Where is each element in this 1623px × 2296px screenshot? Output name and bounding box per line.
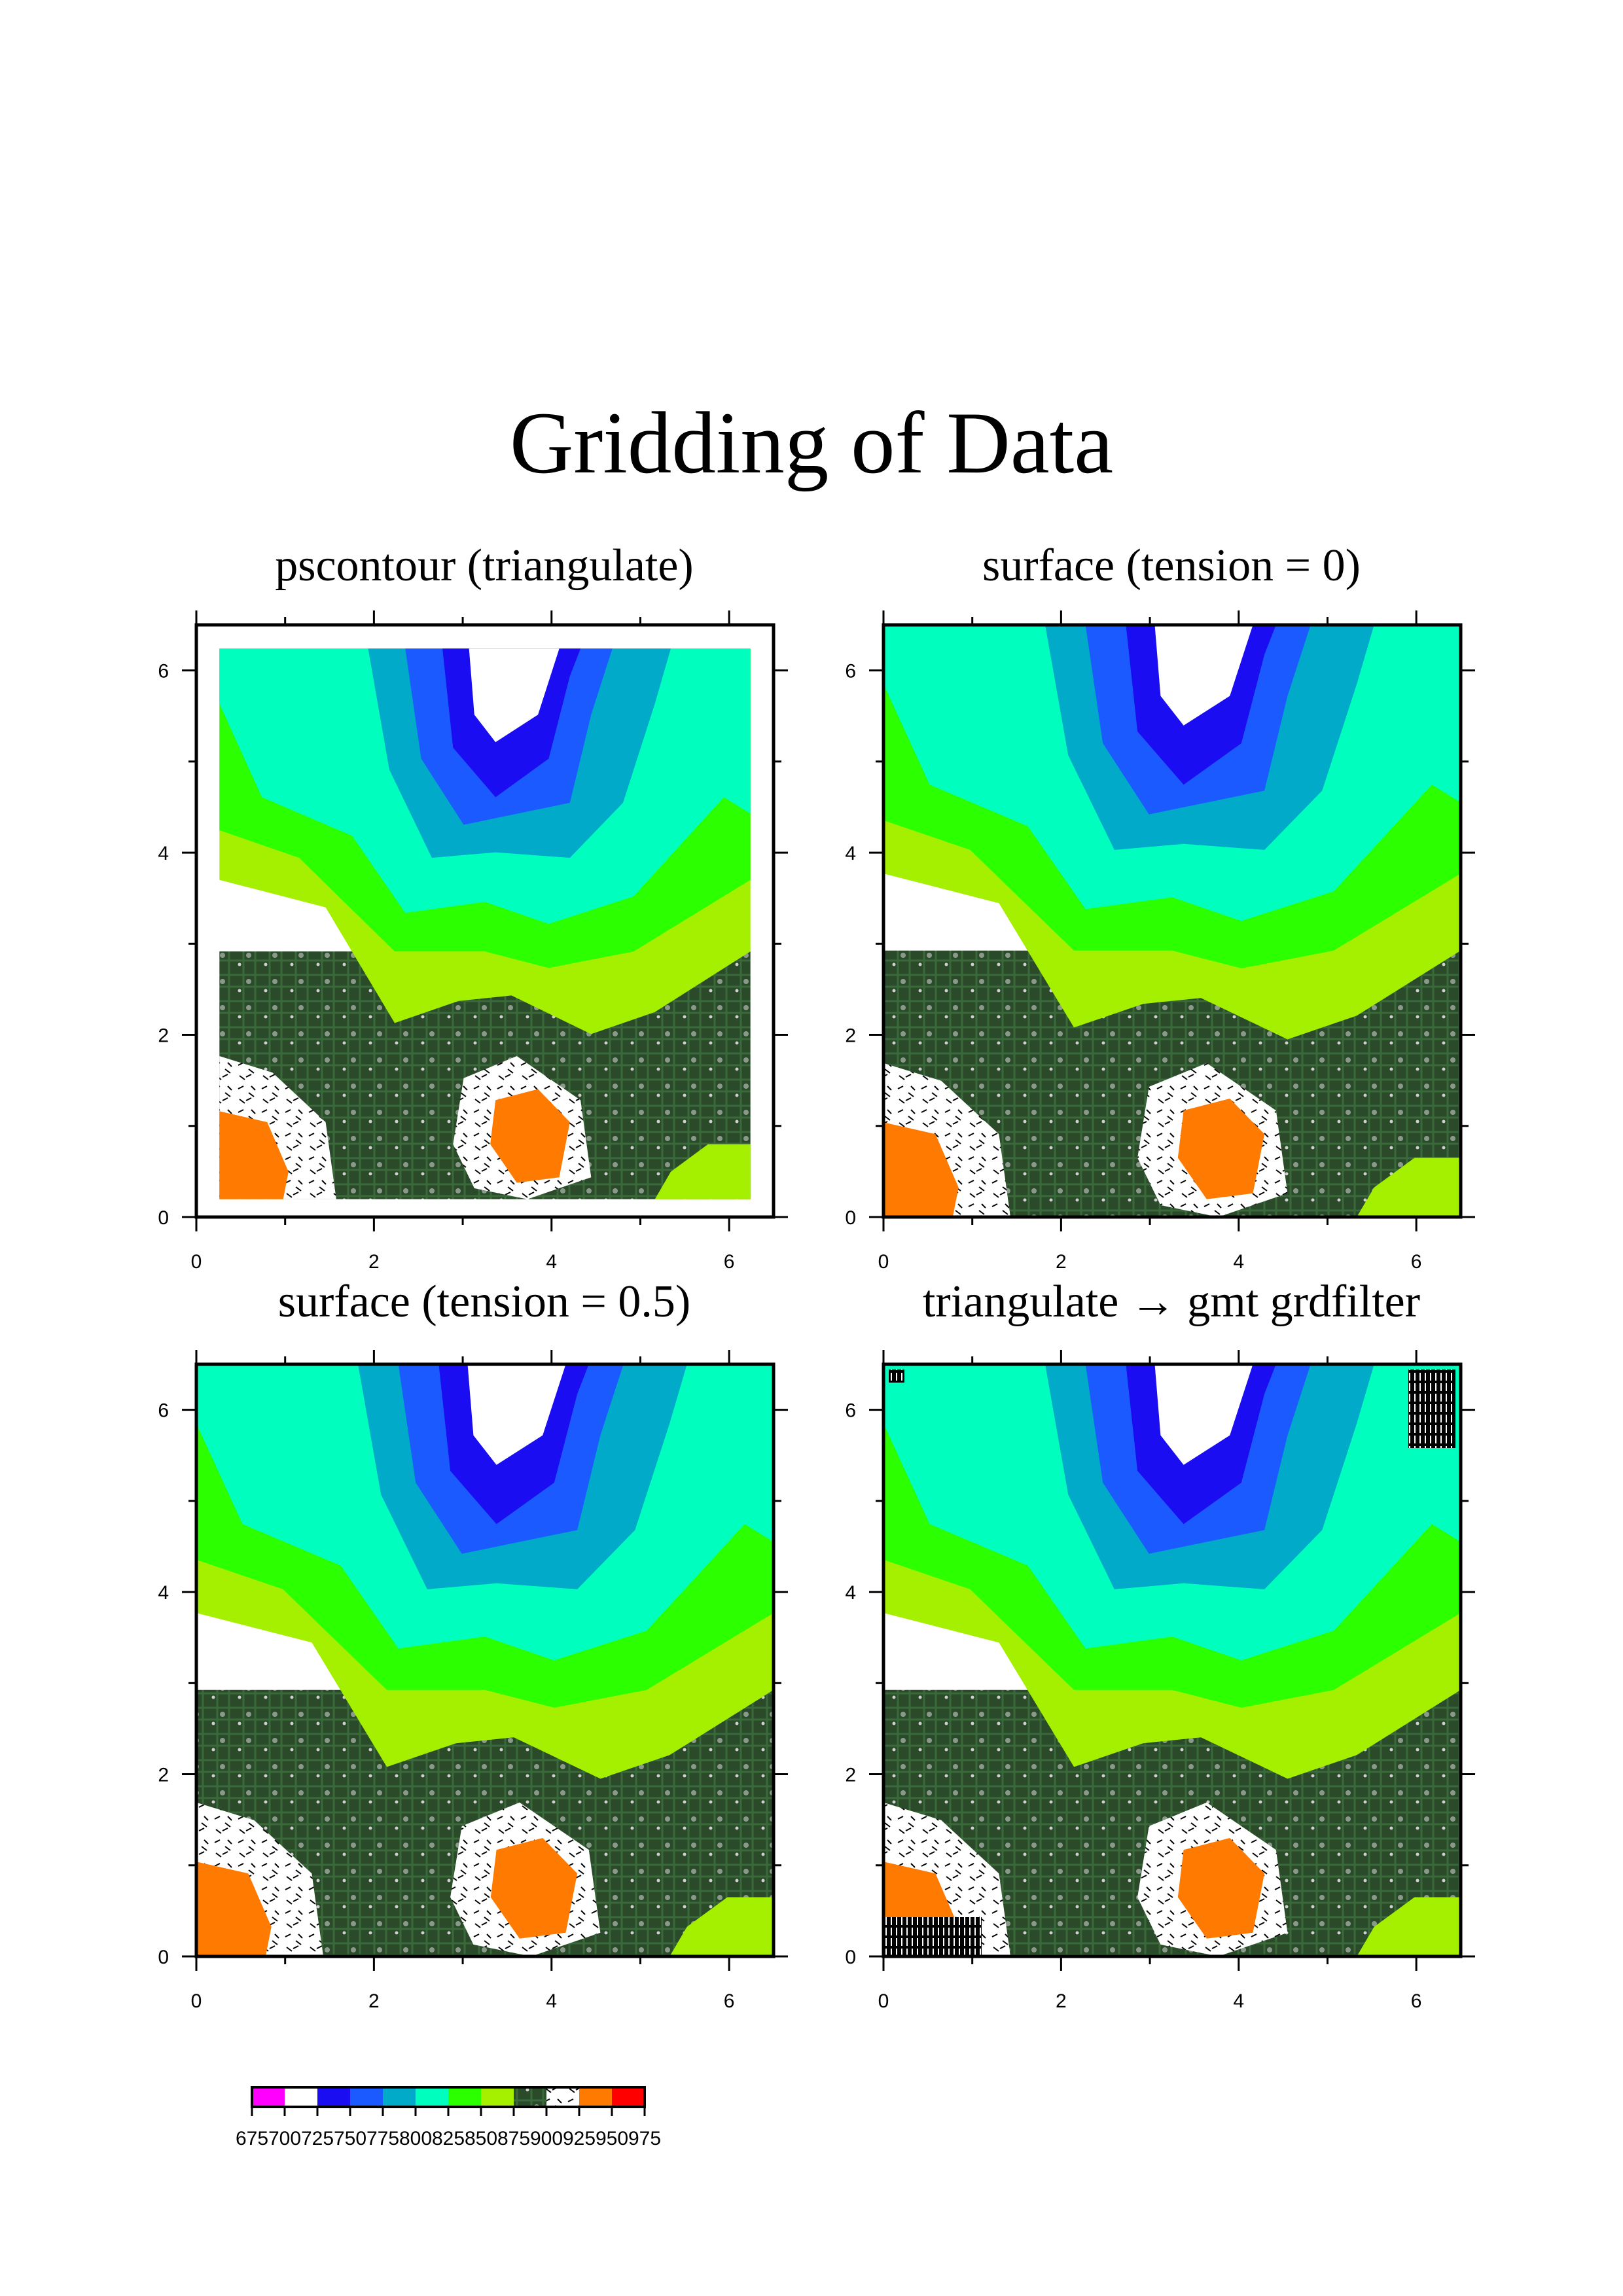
contour-band	[1154, 1364, 1253, 1465]
colorbar-swatch	[612, 2087, 645, 2107]
page-title: Gridding of Data	[509, 395, 1114, 492]
colorbar-label: 825	[432, 2128, 465, 2149]
colorbar-swatch	[514, 2087, 546, 2107]
x-tick-label: 6	[724, 1251, 735, 1273]
colorbar-label: 725	[301, 2128, 334, 2149]
x-tick-label: 0	[191, 1990, 202, 2012]
colorbar-label: 875	[497, 2128, 530, 2149]
panel-frame	[882, 1362, 1463, 1958]
contour-band	[654, 1144, 751, 1199]
panel-title-4: triangulate → gmt grdfilter	[922, 1277, 1421, 1327]
contour-band	[1357, 1897, 1461, 1956]
colorbar-label: 675	[236, 2128, 268, 2149]
colorbar-label: 950	[596, 2128, 628, 2149]
y-tick-label: 6	[845, 1400, 856, 1422]
x-tick-label: 2	[368, 1990, 380, 2012]
contour-band	[1357, 1157, 1461, 1217]
panel-3: 0 2 4 6 0 2 4 6	[158, 1350, 788, 2012]
x-tick-label: 4	[546, 1251, 557, 1273]
panel-frame	[882, 623, 1463, 1219]
colorbar-swatch	[416, 2087, 448, 2107]
x-tick-label: 4	[1233, 1251, 1244, 1273]
y-tick-label: 4	[845, 843, 856, 864]
colorbar: 675 700 725 750 775 800 825 850 875 900 925 950 975	[236, 2086, 661, 2149]
y-tick-label: 4	[158, 1582, 169, 1604]
contour-band	[219, 1111, 289, 1199]
x-tick-label: 2	[368, 1251, 380, 1273]
y-tick-label: 0	[158, 1947, 169, 1968]
x-tick-label: 6	[1411, 1251, 1422, 1273]
contour-band	[883, 1122, 959, 1217]
colorbar-label: 750	[334, 2128, 366, 2149]
panel-4: 0 2 4 6 0 2 4 6	[845, 1350, 1475, 2012]
x-tick-label: 0	[878, 1251, 889, 1273]
colorbar-swatch	[448, 2087, 481, 2107]
y-tick-label: 0	[158, 1207, 169, 1229]
panel-2: 0 2 4 6 0 2 4 6	[845, 610, 1475, 1273]
y-tick-label: 4	[158, 843, 169, 864]
y-tick-label: 6	[158, 1400, 169, 1422]
panel-title-3: surface (tension = 0.5)	[277, 1277, 691, 1327]
colorbar-swatch	[317, 2087, 350, 2107]
colorbar-swatch	[252, 2087, 285, 2107]
y-tick-label: 6	[158, 661, 169, 682]
nodata-patch	[1408, 1369, 1455, 1448]
colorbar-swatch	[579, 2087, 612, 2107]
colorbar-label: 700	[268, 2128, 301, 2149]
y-tick-label: 2	[158, 1765, 169, 1786]
colorbar-swatch	[481, 2087, 514, 2107]
colorbar-label: 975	[628, 2128, 661, 2149]
contour-band	[469, 648, 560, 743]
contour-band	[490, 1838, 578, 1939]
x-tick-label: 0	[191, 1251, 202, 1273]
x-tick-label: 2	[1056, 1990, 1067, 2012]
panel-1: 0 2 4 6 0 2 4 6	[158, 610, 788, 1273]
y-tick-label: 2	[845, 1765, 856, 1786]
contour-band	[1177, 1099, 1265, 1199]
colorbar-label: 800	[399, 2128, 432, 2149]
y-tick-label: 6	[845, 661, 856, 682]
contour-band	[669, 1897, 774, 1956]
nodata-patch	[889, 1369, 904, 1383]
panel-title-1: pscontour (triangulate)	[275, 540, 694, 591]
contour-band	[467, 1364, 566, 1465]
colorbar-label: 900	[530, 2128, 563, 2149]
y-tick-label: 4	[845, 1582, 856, 1604]
x-tick-label: 0	[878, 1990, 889, 2012]
contour-band	[490, 1089, 570, 1183]
y-tick-label: 0	[845, 1207, 856, 1229]
nodata-patch	[883, 1917, 982, 1956]
colorbar-swatch	[285, 2087, 317, 2107]
contour-band	[1177, 1838, 1265, 1939]
colorbar-label: 925	[563, 2128, 596, 2149]
contour-band	[1154, 625, 1253, 726]
colorbar-swatch	[383, 2087, 416, 2107]
colorbar-label: 850	[465, 2128, 497, 2149]
panel-frame	[194, 623, 776, 1219]
colorbar-swatch	[546, 2087, 579, 2107]
y-tick-label: 0	[845, 1947, 856, 1968]
colorbar-swatch	[350, 2087, 383, 2107]
panel-frame	[194, 1362, 776, 1958]
x-tick-label: 2	[1056, 1251, 1067, 1273]
y-tick-label: 2	[158, 1025, 169, 1047]
contour-band	[196, 1862, 272, 1956]
x-tick-label: 6	[724, 1990, 735, 2012]
panel-title-2: surface (tension = 0)	[982, 540, 1361, 591]
x-tick-label: 4	[1233, 1990, 1244, 2012]
colorbar-label: 775	[366, 2128, 399, 2149]
x-tick-label: 6	[1411, 1990, 1422, 2012]
y-tick-label: 2	[845, 1025, 856, 1047]
x-tick-label: 4	[546, 1990, 557, 2012]
